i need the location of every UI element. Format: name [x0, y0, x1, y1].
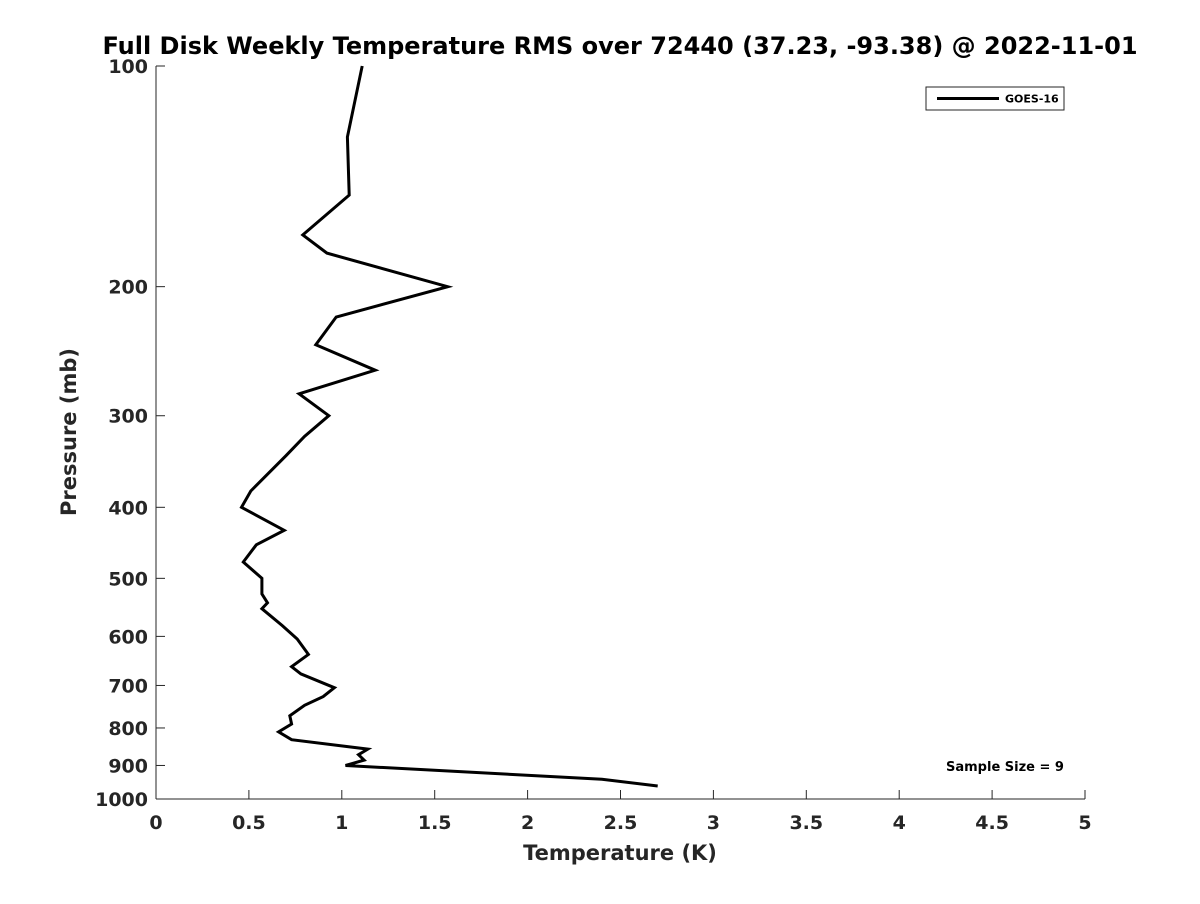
plot-area: 0 0.5 1 1.5 2 2.5 3 3.5 4 4.5 5 100 200 300 400 500 600…	[95, 56, 1092, 834]
series-layer	[239, 65, 658, 788]
chart-title: Full Disk Weekly Temperature RMS over 72…	[102, 32, 1137, 60]
x-tick-label: 4	[893, 812, 906, 834]
x-axis-ticks: 0 0.5 1 1.5 2 2.5 3 3.5 4 4.5 5	[149, 790, 1092, 834]
y-tick-label: 900	[108, 755, 148, 777]
y-tick-label: 400	[108, 497, 148, 519]
x-tick-label: 1	[335, 812, 348, 834]
sample-size-annotation: Sample Size = 9	[946, 760, 1064, 775]
y-tick-label: 600	[108, 626, 148, 648]
x-tick-label: 1.5	[418, 812, 452, 834]
y-tick-label: 200	[108, 277, 148, 299]
x-axis-label: Temperature (K)	[523, 841, 717, 865]
legend: GOES-16	[925, 86, 1065, 111]
y-tick-label: 100	[108, 56, 148, 78]
x-tick-label: 2	[521, 812, 534, 834]
y-axis-ticks: 100 200 300 400 500 600 700 800 900 1000	[95, 56, 165, 811]
x-tick-label: 5	[1078, 812, 1091, 834]
x-tick-label: 2.5	[604, 812, 638, 834]
x-tick-label: 3.5	[789, 812, 823, 834]
y-tick-label: 300	[108, 406, 148, 428]
x-tick-label: 3	[707, 812, 720, 834]
y-tick-label: 500	[108, 568, 148, 590]
x-tick-label: 0.5	[232, 812, 266, 834]
y-tick-label: 800	[108, 718, 148, 740]
legend-entry-goes-16: GOES-16	[1005, 93, 1059, 106]
series-line-goes-16	[239, 65, 658, 788]
y-axis-label: Pressure (mb)	[57, 348, 81, 516]
y-tick-label: 700	[108, 675, 148, 697]
x-tick-label: 4.5	[975, 812, 1009, 834]
y-tick-label: 1000	[95, 789, 148, 811]
x-tick-label: 0	[149, 812, 162, 834]
